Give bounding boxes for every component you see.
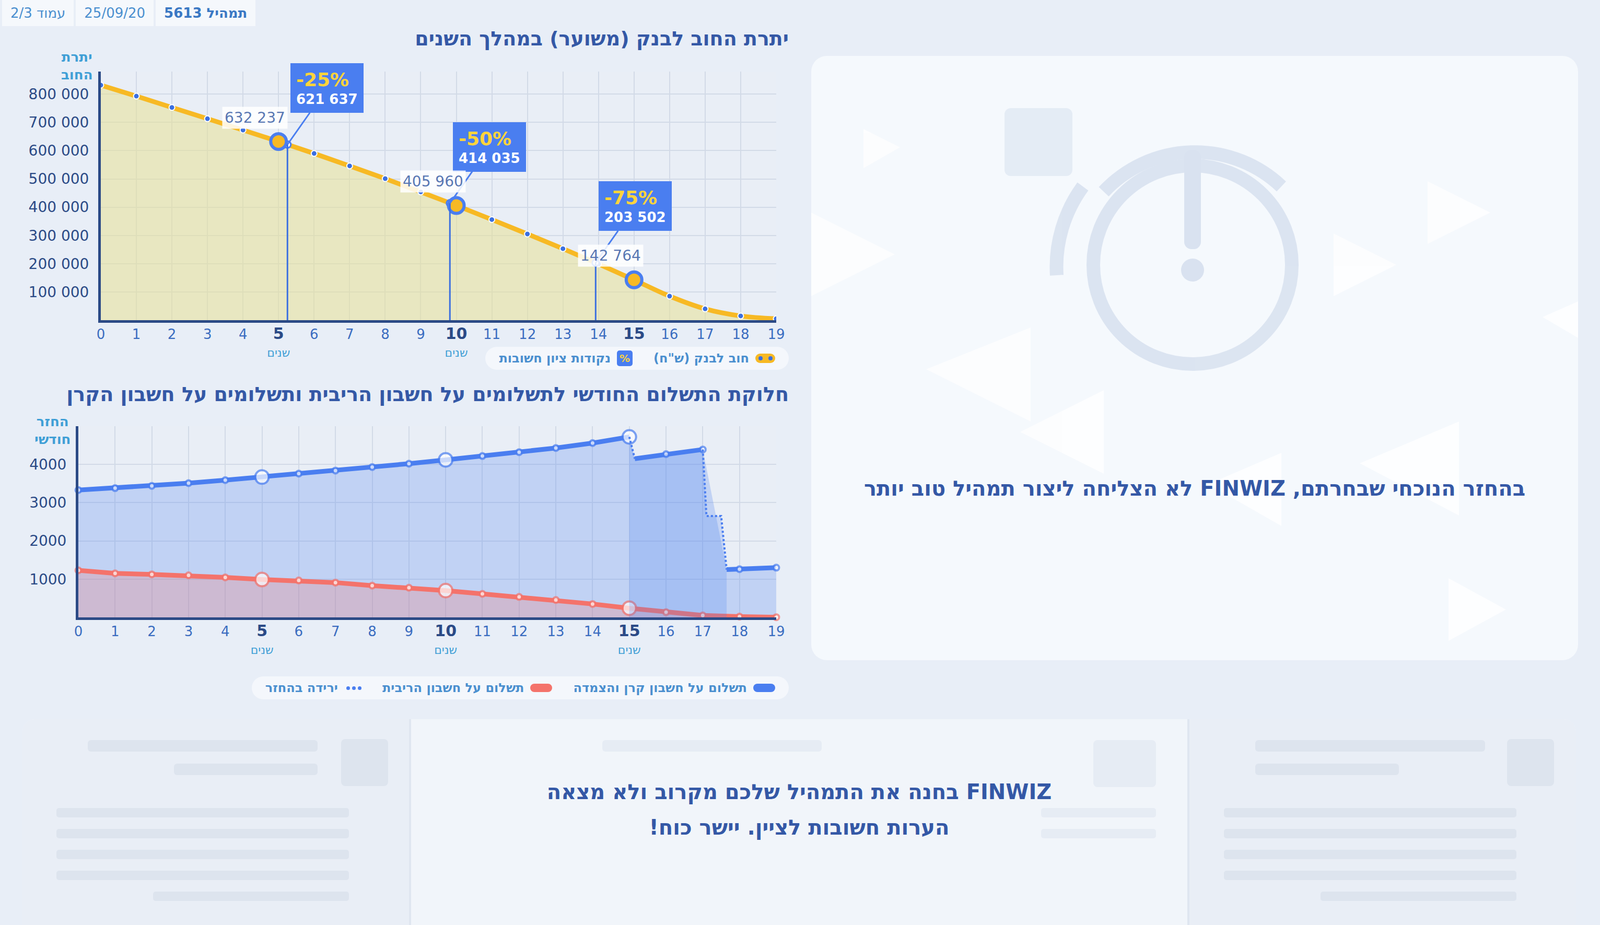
svg-text:1000: 1000: [29, 570, 67, 589]
html-text:שנים: שנים: [622, 346, 646, 360]
svg-text:9: 9: [416, 326, 426, 343]
svg-text:14: 14: [584, 623, 602, 640]
svg-text:3: 3: [184, 623, 194, 640]
svg-text:13: 13: [547, 623, 565, 640]
svg-text:600 000: 600 000: [28, 142, 90, 160]
svg-text:5שנים: 5שנים: [250, 621, 274, 657]
svg-text:1: 1: [132, 326, 142, 343]
svg-text:142 764: 142 764: [580, 247, 641, 265]
html-text:עמוד 2/3: עמוד 2/3: [10, 5, 66, 21]
svg-text:9: 9: [404, 623, 414, 640]
svg-text:800 000: 800 000: [28, 85, 90, 103]
svg-text:2: 2: [167, 326, 177, 343]
svg-text:405 960: 405 960: [402, 172, 464, 191]
svg-text:17: 17: [696, 326, 714, 343]
svg-text:19: 19: [767, 623, 785, 640]
html-text:ירידה בהחזר: ירידה בהחזר: [265, 680, 338, 696]
svg-text:4: 4: [220, 623, 230, 640]
svg-text:8: 8: [367, 623, 377, 640]
svg-text:11: 11: [473, 623, 492, 640]
svg-text:0: 0: [74, 623, 84, 640]
svg-text:100 000: 100 000: [28, 283, 90, 301]
svg-text:4: 4: [238, 326, 248, 343]
svg-text:-25%621 637: -25%621 637: [296, 68, 358, 108]
svg-text:18: 18: [731, 326, 750, 343]
html-text:חוב לבנק (ש"ח): חוב לבנק (ש"ח): [653, 351, 750, 366]
svg-text:0: 0: [96, 326, 106, 343]
svg-text:10שנים: 10שנים: [434, 621, 458, 657]
svg-text:6: 6: [309, 326, 319, 343]
svg-text:12: 12: [518, 326, 536, 343]
svg-text:200 000: 200 000: [28, 255, 90, 273]
svg-text:5שנים: 5שנים: [266, 324, 290, 360]
svg-text:יתרתהחוב: יתרתהחוב: [61, 49, 93, 83]
svg-text:17: 17: [694, 623, 712, 640]
svg-text:10שנים: 10שנים: [445, 324, 469, 360]
svg-text:14: 14: [589, 326, 607, 343]
html-text:15: 15: [623, 324, 645, 343]
html-text:תשלום על חשבון הריבית: תשלום על חשבון הריבית: [382, 680, 525, 696]
svg-text:13: 13: [554, 326, 572, 343]
svg-text:12: 12: [510, 623, 528, 640]
svg-text:7: 7: [331, 623, 341, 640]
svg-text:700 000: 700 000: [28, 113, 90, 132]
html-text:יתרת החוב לבנק (משוער) במהלך ה: יתרת החוב לבנק (משוער) במהלך השנים: [414, 27, 789, 51]
svg-text:8: 8: [380, 326, 390, 343]
html-text:חלוקת התשלום החודשי לתשלומים ע: חלוקת התשלום החודשי לתשלומים על חשבון הר…: [66, 382, 789, 406]
html-text:תשלום על חשבון קרן והצמדה: תשלום על חשבון קרן והצמדה: [573, 680, 747, 696]
html-text:תמהיל 5613: תמהיל 5613: [164, 5, 248, 21]
svg-text:4000: 4000: [29, 456, 67, 474]
svg-text:16: 16: [660, 326, 679, 343]
svg-text:19: 19: [767, 326, 785, 343]
svg-text:6: 6: [294, 623, 304, 640]
svg-text:400 000: 400 000: [28, 198, 90, 216]
html-text:25/09/20: 25/09/20: [84, 5, 146, 21]
svg-text:7: 7: [345, 326, 355, 343]
svg-text:500 000: 500 000: [28, 170, 90, 188]
svg-text:3: 3: [203, 326, 213, 343]
html-text:FINWIZ בחנה את התמהיל שלכם מקר: FINWIZ בחנה את התמהיל שלכם מקרוב ולא מצא…: [546, 779, 1052, 804]
svg-text:3000: 3000: [29, 494, 67, 512]
html-text:הערות חשובות לציין. יישר כוח!: הערות חשובות לציין. יישר כוח!: [649, 815, 950, 840]
svg-text:632 237: 632 237: [224, 109, 286, 127]
html-text:נקודות ציון חשובות: נקודות ציון חשובות: [499, 351, 611, 366]
svg-text:18: 18: [730, 623, 749, 640]
svg-text:-50%414 035: -50%414 035: [458, 127, 521, 167]
svg-text:2000: 2000: [29, 532, 67, 550]
svg-text:15שנים: 15שנים: [617, 621, 641, 657]
svg-text:11: 11: [483, 326, 501, 343]
svg-text:החזרחודשי: החזרחודשי: [34, 413, 71, 448]
svg-text:2: 2: [147, 623, 157, 640]
svg-text:-75%203 502: -75%203 502: [604, 187, 667, 226]
svg-text:1: 1: [110, 623, 120, 640]
svg-text:16: 16: [657, 623, 675, 640]
svg-text:300 000: 300 000: [28, 227, 90, 245]
html-text:בהחזר הנוכחי שבחרתם, FINWIZ לא: בהחזר הנוכחי שבחרתם, FINWIZ לא הצליחה לי…: [863, 476, 1526, 501]
